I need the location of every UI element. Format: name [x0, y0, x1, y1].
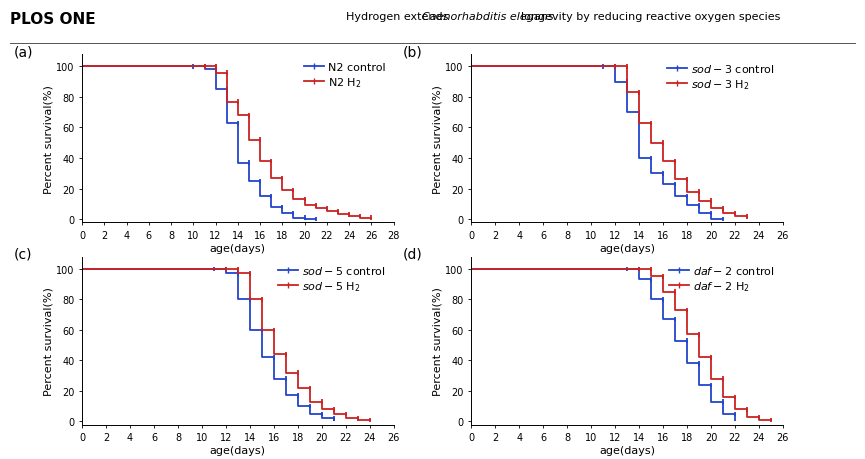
Legend: $\mathit{sod-5}$ control, $\mathit{sod-5}$ H$_2$: $\mathit{sod-5}$ control, $\mathit{sod-5…: [275, 263, 388, 296]
Text: PLOS ONE: PLOS ONE: [10, 11, 96, 27]
X-axis label: age(days): age(days): [599, 445, 655, 455]
Text: (a): (a): [14, 45, 33, 59]
Y-axis label: Percent survival(%): Percent survival(%): [432, 84, 443, 193]
Text: (b): (b): [403, 45, 423, 59]
Text: (d): (d): [403, 247, 423, 261]
Text: longevity by reducing reactive oxygen species: longevity by reducing reactive oxygen sp…: [522, 11, 781, 22]
Text: Caenorhabditis elegans: Caenorhabditis elegans: [422, 11, 554, 22]
Y-axis label: Percent survival(%): Percent survival(%): [432, 286, 443, 395]
Legend: N2 control, N2 H$_2$: N2 control, N2 H$_2$: [302, 61, 388, 92]
Legend: $\mathit{daf-2}$ control, $\mathit{daf-2}$ H$_2$: $\mathit{daf-2}$ control, $\mathit{daf-2…: [667, 263, 778, 296]
Legend: $\mathit{sod-3}$ control, $\mathit{sod-3}$ H$_2$: $\mathit{sod-3}$ control, $\mathit{sod-3…: [664, 61, 778, 94]
Text: Hydrogen extends: Hydrogen extends: [346, 11, 452, 22]
X-axis label: age(days): age(days): [210, 445, 266, 455]
X-axis label: age(days): age(days): [210, 243, 266, 253]
Text: (c): (c): [14, 247, 32, 261]
Y-axis label: Percent survival(%): Percent survival(%): [43, 84, 54, 193]
Y-axis label: Percent survival(%): Percent survival(%): [43, 286, 54, 395]
X-axis label: age(days): age(days): [599, 243, 655, 253]
